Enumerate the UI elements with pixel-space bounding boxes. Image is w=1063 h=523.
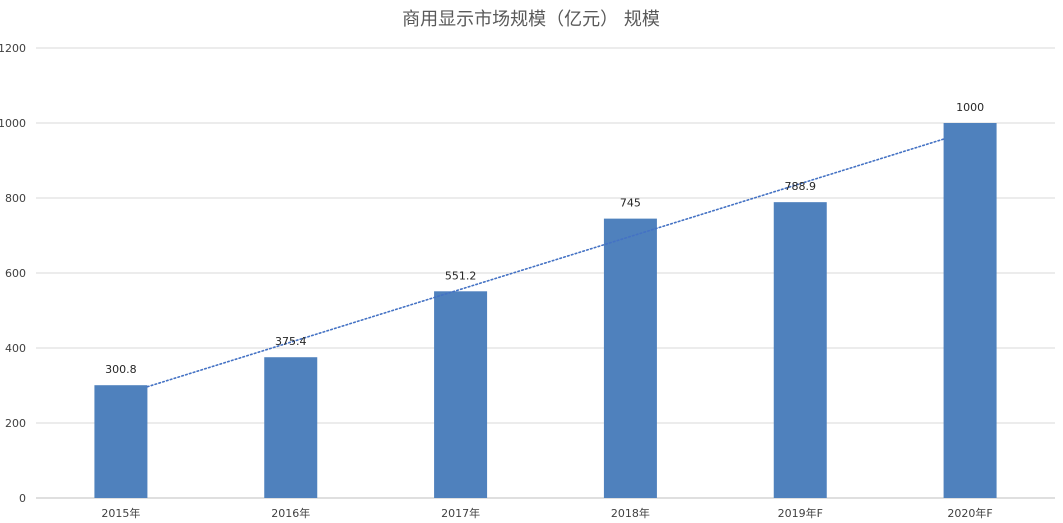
x-tick-label: 2019年F	[778, 506, 823, 520]
gridlines	[36, 47, 1055, 499]
x-tick-label: 2015年	[101, 506, 140, 520]
y-tick-label: 200	[5, 417, 26, 430]
x-axis-ticks: 2015年 2016年 2017年 2018年 2019年F 2020年F	[101, 506, 992, 520]
bar	[773, 202, 827, 498]
bar	[94, 385, 148, 498]
data-label: 788.9	[785, 180, 817, 193]
bar	[434, 291, 488, 498]
bars	[94, 123, 997, 498]
data-label: 745	[620, 197, 641, 210]
bar	[264, 357, 318, 498]
y-tick-label: 800	[5, 192, 26, 205]
x-tick-label: 2020年F	[947, 506, 992, 520]
y-tick-label: 600	[5, 267, 26, 280]
data-labels: 300.8 375.4 551.2 745 788.9 1000	[105, 101, 984, 376]
bar	[943, 123, 997, 498]
data-label: 1000	[956, 101, 984, 114]
data-label: 300.8	[105, 363, 137, 376]
x-tick-label: 2017年	[441, 506, 480, 520]
trendline-line	[146, 138, 945, 388]
x-tick-label: 2016年	[271, 506, 310, 520]
y-tick-label: 1200	[0, 42, 26, 55]
bar	[603, 218, 657, 498]
x-tick-label: 2018年	[611, 506, 650, 520]
y-tick-label: 400	[5, 342, 26, 355]
chart-title: 商用显示市场规模（亿元） 规模	[402, 9, 660, 30]
trendline	[146, 138, 945, 388]
data-label: 551.2	[445, 269, 477, 282]
data-label: 375.4	[275, 335, 307, 348]
y-tick-label: 0	[19, 492, 26, 505]
y-axis-ticks: 0 200 400 600 800 1000 1200	[0, 42, 26, 505]
y-tick-label: 1000	[0, 117, 26, 130]
